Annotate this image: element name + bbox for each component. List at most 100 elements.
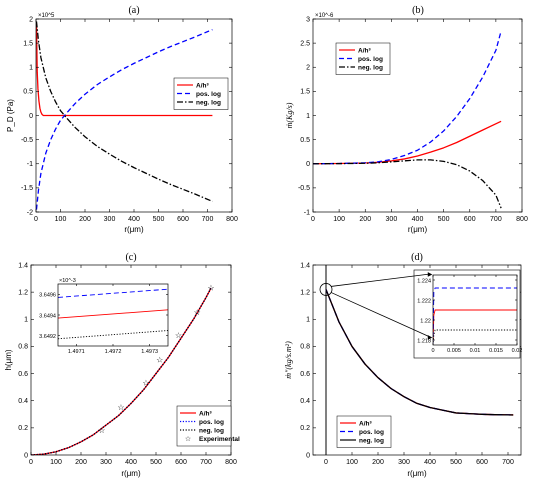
panel-c-point-3: ☆ bbox=[156, 356, 163, 365]
panel-c-inset-line-1 bbox=[58, 288, 168, 298]
panel-d-frame bbox=[312, 264, 522, 456]
panel-b-xtick-label: 600 bbox=[464, 216, 476, 223]
panel-c-inset-ytick-label: 3.6492 bbox=[39, 334, 56, 340]
panel-c-ytick-label: 1.4 bbox=[18, 262, 28, 269]
panel-d-ytick-label: 0.6 bbox=[300, 371, 310, 378]
panel-d-ytick-label: 0 bbox=[306, 452, 310, 459]
panel-b-line-2 bbox=[313, 159, 502, 209]
panel-c-ytick-label: 0.4 bbox=[18, 398, 28, 405]
panel-a-ytick-label: 2 bbox=[29, 16, 33, 23]
panel-d-xtick-label: 500 bbox=[450, 459, 462, 466]
panel-c-inset-line-0 bbox=[58, 309, 168, 319]
panel-b-ytick-label: 2 bbox=[306, 65, 310, 72]
panel-a-xtick-label: 700 bbox=[202, 216, 214, 223]
panel-a-ytick-label: -2 bbox=[27, 209, 33, 216]
panel-d-xtick-label: 100 bbox=[346, 459, 358, 466]
panel-a-xtick-label: 0 bbox=[34, 216, 38, 223]
panel-b-xlabel: r(μm) bbox=[408, 225, 428, 234]
panel-d-ytick-label: 1 bbox=[306, 317, 310, 324]
panel-c-point-4: ☆ bbox=[175, 331, 182, 340]
panel-b-xtick-label: 500 bbox=[438, 216, 450, 223]
panel-c-legend-label: Experimental bbox=[199, 436, 240, 443]
panel-c-point-0: ☆ bbox=[98, 426, 105, 435]
panel-a-exponent: ×10^5 bbox=[38, 13, 55, 19]
panel-d-zoom-circle bbox=[319, 283, 333, 296]
panel-c-legend-marker: ☆ bbox=[185, 435, 191, 443]
panel-a-line-0 bbox=[36, 23, 213, 117]
panel-d-inset-xtick-label: 0.01 bbox=[470, 348, 481, 354]
panel-c-xtick-label: 300 bbox=[100, 459, 112, 466]
panel-b-ytick-label: -1 bbox=[304, 209, 310, 216]
panel-d-legend-label: pos. log bbox=[359, 429, 384, 436]
panel-a-ytick-label: -1 bbox=[27, 161, 33, 168]
panel-b-ytick-label: 2.5 bbox=[300, 40, 310, 47]
panel-d-inset-line-0 bbox=[433, 309, 517, 345]
panel-b-legend-label: A/h³ bbox=[358, 47, 371, 54]
panel-d-inset-ytick-label: 1.224 bbox=[417, 278, 431, 284]
panel-d-xtick-label: 0 bbox=[324, 459, 328, 466]
panel-b-ytick-label: 1.5 bbox=[300, 89, 310, 96]
panel-a-ylabel: P_D (Pa) bbox=[6, 99, 15, 132]
panel-d-legend-box bbox=[336, 415, 392, 448]
panel-c-legend-label: neg. log bbox=[199, 427, 224, 434]
panel-b-ytick-label: 0.5 bbox=[300, 137, 310, 144]
panel-b-xtick-label: 300 bbox=[386, 216, 398, 223]
panel-d-inset-line-2 bbox=[433, 329, 517, 345]
panel-c-ytick-label: 0.8 bbox=[18, 344, 28, 351]
panel-c-ytick-label: 1 bbox=[24, 317, 28, 324]
panel-c-ytick-label: 1.2 bbox=[18, 289, 28, 296]
panel-c-inset-ytick-label: 3.6496 bbox=[39, 293, 56, 299]
panel-d-label: (d) bbox=[411, 252, 423, 263]
panel-d-xtick-label: 700 bbox=[502, 459, 514, 466]
panel-c: (c) ☆ ☆ ☆ ☆ ☆ ☆ ☆ 0 100 200 300 400 500 600 700 800 0 0.2 0… bbox=[4, 252, 240, 478]
panel-d-ytick-label: 1.2 bbox=[300, 289, 310, 296]
panel-d-zoom-arrow-head-top: ▶ bbox=[428, 272, 433, 278]
panel-c-xtick-label: 700 bbox=[200, 459, 212, 466]
panel-d-zoom-arrow-bottom bbox=[330, 292, 431, 338]
panel-b-legend-label: pos. log bbox=[358, 56, 383, 63]
panel-c-point-6: ☆ bbox=[207, 284, 214, 293]
panel-c-data: ☆ ☆ ☆ ☆ ☆ ☆ ☆ bbox=[31, 284, 215, 455]
panel-c-line-2 bbox=[31, 287, 212, 455]
panel-d-inset-xtick-label: 0 bbox=[431, 348, 434, 354]
panel-a-ytick-label: 1 bbox=[29, 65, 33, 72]
panel-d-legend-label: neg. log bbox=[359, 437, 384, 444]
panel-b-ytick-label: 3 bbox=[306, 16, 310, 23]
panel-c-point-2: ☆ bbox=[142, 379, 149, 388]
panel-c-xtick-label: 200 bbox=[75, 459, 87, 466]
panel-d-inset-xtick-label: 0.02 bbox=[512, 348, 523, 354]
panel-a-xtick-label: 300 bbox=[104, 216, 116, 223]
panel-c-inset-ytick-label: 3.6494 bbox=[39, 313, 56, 319]
panel-a-legend-label: pos. log bbox=[196, 91, 221, 98]
panel-d-xtick-label: 300 bbox=[398, 459, 410, 466]
panel-d-ytick-label: 0.2 bbox=[300, 425, 310, 432]
panel-d-inset-data bbox=[433, 287, 517, 345]
panel-d-line-2 bbox=[325, 289, 514, 416]
panel-a-xtick-label: 800 bbox=[226, 216, 238, 223]
panel-d-xtick-label: 200 bbox=[372, 459, 384, 466]
panel-b-legend-box bbox=[335, 42, 391, 75]
panel-c-xtick-label: 500 bbox=[150, 459, 162, 466]
panel-b-legend-label: neg. log bbox=[358, 64, 383, 71]
panel-d-ylabel: ṁ″(kg/s.m²) bbox=[284, 341, 293, 379]
panel-c-xtick-label: 400 bbox=[125, 459, 137, 466]
panel-d: (d) 0 100 200 300 400 500 600 700 0 0.2 0.4 0.6 0.8 1 1… bbox=[284, 252, 522, 478]
panel-d-zoom-arrow-head-bottom: ▶ bbox=[428, 335, 433, 341]
panel-b-exponent: ×10^-6 bbox=[315, 13, 334, 19]
panel-a-ytick-label: -1.5 bbox=[21, 185, 33, 192]
panel-d-ytick-label: 0.8 bbox=[300, 344, 310, 351]
panel-c-label: (c) bbox=[125, 252, 136, 263]
panel-c-point-1: ☆ bbox=[117, 403, 124, 412]
panel-d-data bbox=[325, 265, 514, 455]
panel-c-inset-exponent: ×10^-3 bbox=[59, 278, 76, 284]
panel-c-ytick-label: 0 bbox=[24, 452, 28, 459]
panel-d-inset-xtick-label: 0.005 bbox=[447, 348, 461, 354]
panel-a-xtick-label: 400 bbox=[128, 216, 140, 223]
panel-a-xtick-label: 100 bbox=[55, 216, 67, 223]
panel-d-inset-ytick-label: 1.22 bbox=[420, 318, 431, 324]
panel-a-legend-label: neg. log bbox=[196, 99, 221, 106]
panel-a-label: (a) bbox=[128, 5, 139, 16]
panel-d-inset-xtick-label: 0.015 bbox=[489, 348, 503, 354]
panel-a-data bbox=[36, 21, 213, 210]
panel-a-line-2 bbox=[36, 21, 213, 202]
